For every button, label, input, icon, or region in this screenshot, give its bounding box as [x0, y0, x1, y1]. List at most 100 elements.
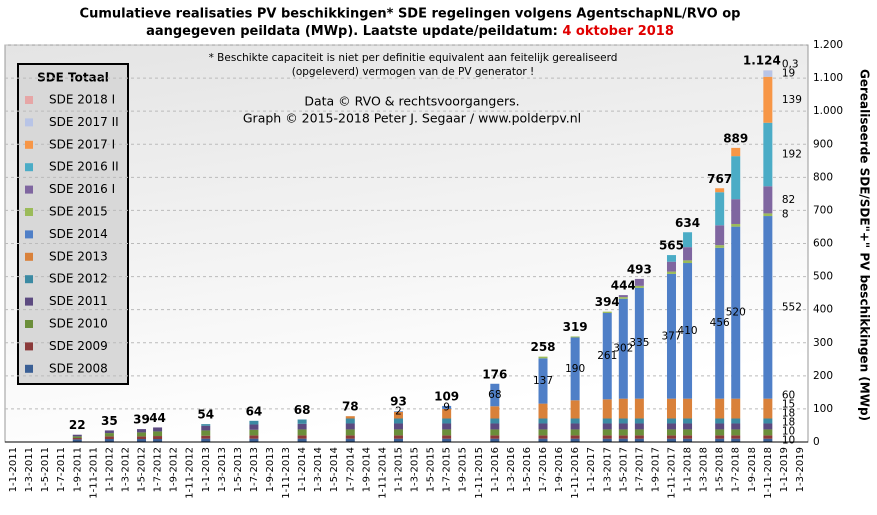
- bar-segment: [618, 297, 628, 299]
- bar-segment: [153, 431, 163, 437]
- bar-segment: [683, 438, 693, 442]
- legend-label: SDE 2009: [49, 339, 108, 353]
- bar-segment: [731, 435, 741, 439]
- bar-segment: [249, 420, 259, 425]
- bar-segment: [72, 439, 82, 442]
- legend-label: SDE 2014: [49, 227, 108, 241]
- bar-segment: [634, 398, 644, 419]
- bar-segment: [442, 408, 452, 419]
- legend-label: SDE 2017 I: [49, 137, 115, 151]
- bar-segment: [634, 285, 644, 288]
- y-axis-label: Gerealiseerde SDE/SDE"+" PV beschikkinge…: [858, 69, 872, 421]
- legend-swatch: [25, 252, 33, 261]
- bar-segment: [570, 400, 580, 419]
- bar-segment: [538, 423, 548, 430]
- bar-segment: [490, 418, 500, 424]
- bar-segment: [393, 418, 403, 424]
- bar-segment: [618, 398, 628, 419]
- legend: [17, 63, 129, 385]
- note: (opgeleverd) vermogen van de PV generato…: [292, 66, 535, 78]
- bar-segment: [602, 435, 612, 439]
- bar-segment: [618, 429, 628, 436]
- bar-segment: [731, 147, 741, 157]
- note: * Beschikte capaciteit is niet per defin…: [209, 52, 618, 64]
- x-tick-label: 1-3-2014: [313, 447, 324, 492]
- bar-segment: [570, 435, 580, 439]
- y-tick-label: 0: [813, 436, 820, 448]
- legend-swatch: [25, 297, 33, 306]
- bar-segment: [345, 423, 355, 430]
- total-label: 93: [390, 395, 407, 409]
- bar-segment: [538, 435, 548, 439]
- bar-segment: [393, 411, 403, 412]
- value-label: 60: [782, 389, 795, 401]
- x-tick-label: 1-1-2017: [586, 447, 597, 492]
- bar-segment: [297, 423, 307, 430]
- bar-segment: [201, 424, 211, 426]
- bar-segment: [666, 271, 676, 274]
- legend-swatch: [25, 342, 33, 351]
- bar-segment: [249, 438, 259, 442]
- bar-segment: [602, 312, 612, 400]
- bar-segment: [249, 429, 259, 436]
- bar-segment: [570, 336, 580, 338]
- bar-segment: [618, 423, 628, 430]
- bar-segment: [763, 398, 773, 419]
- bar-segment: [153, 439, 163, 442]
- value-label: 82: [782, 194, 795, 206]
- x-tick-label: 1-9-2017: [650, 447, 661, 492]
- x-tick-label: 1-9-2014: [361, 447, 372, 492]
- bar-segment: [104, 430, 114, 434]
- x-tick-label: 1-11-2018: [763, 447, 774, 499]
- y-tick-label: 100: [813, 403, 833, 415]
- bar-segment: [442, 405, 452, 409]
- bar-segment: [683, 429, 693, 436]
- x-tick-label: 1-1-2019: [779, 447, 790, 492]
- value-label: 302: [613, 343, 633, 355]
- bar-segment: [538, 403, 548, 419]
- bar-segment: [763, 438, 773, 442]
- y-tick-label: 1.200: [813, 39, 843, 51]
- value-label: 192: [782, 149, 802, 161]
- bar-segment: [442, 435, 452, 439]
- value-label: 410: [678, 325, 698, 337]
- bar-segment: [683, 247, 693, 261]
- total-label: 258: [530, 340, 555, 354]
- bar-segment: [442, 429, 452, 436]
- y-tick-label: 900: [813, 138, 833, 150]
- legend-swatch: [25, 230, 33, 239]
- bar-segment: [618, 298, 628, 399]
- bar-segment: [666, 398, 676, 419]
- bar-segment: [393, 438, 403, 442]
- y-tick-label: 200: [813, 370, 833, 382]
- bar-segment: [731, 429, 741, 436]
- x-tick-label: 1-5-2014: [329, 447, 340, 492]
- total-label: 39: [133, 413, 150, 427]
- bar-segment: [345, 438, 355, 442]
- value-label: 68: [488, 389, 501, 401]
- bar-segment: [297, 419, 307, 424]
- bar-segment: [715, 423, 725, 430]
- title-date: 4 oktober 2018: [562, 24, 674, 39]
- x-tick-label: 1-1-2013: [201, 447, 212, 492]
- total-label: 889: [723, 131, 748, 145]
- bar-segment: [666, 273, 676, 399]
- bar-segment: [137, 432, 147, 437]
- bar-segment: [715, 188, 725, 193]
- x-tick-label: 1-7-2014: [345, 447, 356, 492]
- y-tick-label: 500: [813, 271, 833, 283]
- x-tick-label: 1-7-2017: [634, 447, 645, 492]
- bar-segment: [442, 423, 452, 430]
- bar-segment: [393, 429, 403, 436]
- bar-segment: [715, 418, 725, 424]
- x-tick-label: 1-9-2012: [169, 447, 180, 492]
- total-label: 68: [294, 403, 311, 417]
- bar-segment: [618, 418, 628, 424]
- legend-swatch: [25, 163, 33, 172]
- bar-segment: [763, 70, 773, 77]
- bar-segment: [570, 337, 580, 401]
- bar-segment: [731, 438, 741, 442]
- legend-swatch: [25, 140, 33, 149]
- value-label: 552: [782, 301, 802, 313]
- legend-label: SDE 2016 II: [49, 160, 119, 174]
